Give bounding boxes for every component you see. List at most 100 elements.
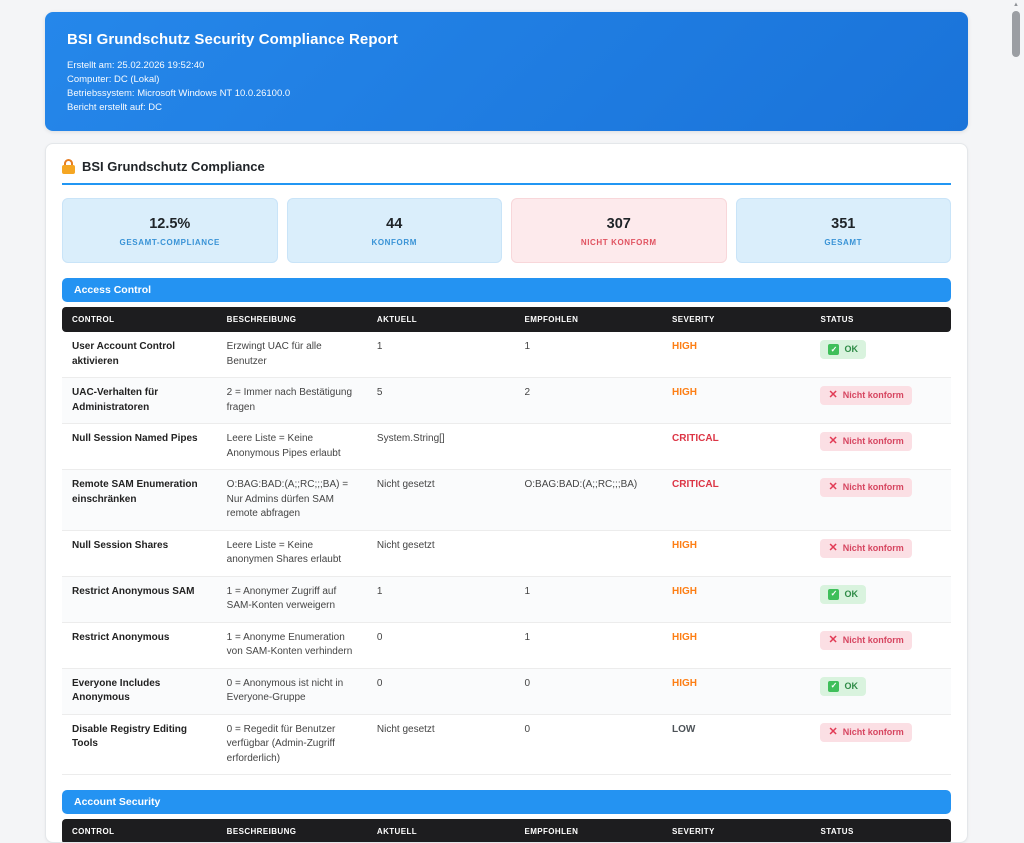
column-header: STATUS: [810, 307, 951, 332]
section-title: Access Control: [62, 278, 951, 302]
table-row: Restrict Anonymous 1 = Anonyme Enumerati…: [62, 623, 951, 669]
cell-empfohlen: 1: [514, 577, 663, 623]
banner-meta-line: Bericht erstellt auf: DC: [67, 102, 163, 113]
cell-aktuell: Nicht gesetzt: [366, 531, 515, 577]
scrollbar-thumb[interactable]: [1012, 11, 1020, 57]
summary-row: 12.5% GESAMT-COMPLIANCE 44 KONFORM 307 N…: [62, 198, 951, 263]
status-label: OK: [844, 680, 858, 691]
cell-beschreibung: 0 = Regedit für Benutzer verfügbar (Admi…: [216, 715, 367, 775]
cell-severity: HIGH: [662, 378, 811, 424]
summary-card: 307 NICHT KONFORM: [511, 198, 727, 263]
table-row: Remote SAM Enumeration einschränken O:BA…: [62, 470, 951, 531]
cell-status: ✕ Nicht konform: [810, 715, 951, 775]
compliance-table: CONTROL BESCHREIBUNG AKTUELL EMPFOHLEN SEVER…: [62, 307, 951, 775]
banner-meta-line: Betriebssystem: Microsoft Windows NT 10.…: [67, 88, 291, 99]
cell-aktuell: 0: [366, 669, 515, 715]
cell-empfohlen: 1: [514, 623, 663, 669]
cell-status: ✕ Nicht konform: [810, 378, 951, 424]
status-badge: ✕ Nicht konform: [820, 478, 912, 498]
status-label: OK: [844, 588, 858, 599]
column-header: STATUS: [810, 819, 951, 842]
report-heading: BSI Grundschutz Compliance: [62, 159, 951, 185]
status-badge: ✓ OK: [820, 584, 866, 604]
cell-empfohlen: 0: [514, 715, 663, 775]
table-header-row: CONTROL BESCHREIBUNG AKTUELL EMPFOHLEN SEVER…: [62, 307, 951, 332]
table-row: Restrict Anonymous SAM 1 = Anonymer Zugr…: [62, 576, 951, 623]
cell-aktuell: Nicht gesetzt: [366, 715, 515, 775]
section-title: Account Security: [62, 790, 951, 814]
summary-card: 351 GESAMT: [735, 198, 951, 263]
lock-icon: [62, 159, 75, 174]
status-badge: ✕ Nicht konform: [820, 722, 912, 742]
cell-empfohlen: 1: [514, 332, 663, 378]
table-row: Everyone Includes Anonymous 0 = Anonymou…: [62, 668, 951, 715]
summary-label: KONFORM: [371, 238, 418, 247]
page: BSI Grundschutz Security Compliance Repo…: [45, 12, 968, 843]
cell-control: Disable Registry Editing Tools: [62, 715, 217, 775]
banner-meta-line: Erstellt am: 25.02.2026 19:52:40: [67, 60, 205, 71]
column-header: SEVERITY: [662, 819, 811, 842]
cell-beschreibung: Leere Liste = Keine anonymen Shares erla…: [216, 531, 367, 577]
cell-empfohlen: 2: [514, 378, 663, 424]
table-row: Null Session Named Pipes Leere Liste = K…: [62, 424, 951, 470]
cross-icon: ✕: [828, 435, 838, 448]
cell-control: Restrict Anonymous: [62, 623, 217, 669]
cell-beschreibung: 2 = Immer nach Bestätigung fragen: [216, 378, 367, 424]
report-banner: BSI Grundschutz Security Compliance Repo…: [45, 12, 968, 131]
scrollbar[interactable]: ▲: [1010, 0, 1022, 817]
summary-label: GESAMT: [824, 238, 863, 247]
cell-empfohlen: [514, 424, 663, 470]
cell-empfohlen: O:BAG:BAD:(A;;RC;;;BA): [514, 470, 663, 531]
scrollbar-up-arrow[interactable]: ▲: [1013, 2, 1019, 8]
cell-status: ✕ Nicht konform: [810, 470, 951, 531]
summary-value: 12.5%: [149, 216, 191, 232]
cell-severity: HIGH: [662, 623, 811, 669]
cell-beschreibung: 1 = Anonymer Zugriff auf SAM-Konten verw…: [216, 577, 367, 623]
status-badge: ✓ OK: [820, 340, 866, 360]
status-badge: ✕ Nicht konform: [820, 386, 912, 406]
cell-aktuell: 5: [366, 378, 515, 424]
cell-aktuell: 1: [366, 577, 515, 623]
compliance-table: CONTROL BESCHREIBUNG AKTUELL EMPFOHLEN SEVER…: [62, 819, 951, 842]
cross-icon: ✕: [828, 725, 838, 738]
summary-label: GESAMT-COMPLIANCE: [119, 238, 220, 247]
column-header: SEVERITY: [662, 307, 811, 332]
cell-aktuell: 0: [366, 623, 515, 669]
cell-beschreibung: O:BAG:BAD:(A;;RC;;;BA) = Nur Admins dürf…: [216, 470, 367, 531]
summary-value: 307: [606, 216, 631, 232]
status-label: OK: [844, 344, 858, 354]
summary-value: 44: [386, 216, 403, 232]
banner-title: BSI Grundschutz Security Compliance Repo…: [67, 31, 398, 48]
cell-aktuell: System.String[]: [366, 424, 515, 470]
cell-aktuell: Nicht gesetzt: [366, 470, 515, 531]
cross-icon: ✕: [828, 633, 838, 646]
check-icon: ✓: [828, 680, 840, 692]
status-badge: ✕ Nicht konform: [820, 538, 912, 558]
status-label: Nicht konform: [842, 542, 904, 553]
cell-status: ✕ Nicht konform: [810, 623, 951, 669]
report-card: BSI Grundschutz Compliance 12.5% GESAMT-…: [45, 143, 968, 843]
cell-beschreibung: Leere Liste = Keine Anonymous Pipes erla…: [216, 424, 367, 470]
table-row: User Account Control aktivieren Erzwingt…: [62, 332, 951, 378]
cell-control: Restrict Anonymous SAM: [62, 577, 217, 623]
column-header: EMPFOHLEN: [514, 307, 663, 332]
cell-severity: HIGH: [662, 669, 811, 715]
column-header: BESCHREIBUNG: [216, 819, 367, 842]
status-badge: ✕ Nicht konform: [820, 630, 912, 650]
cell-severity: CRITICAL: [662, 470, 811, 531]
cell-status: ✓ OK: [810, 577, 951, 623]
cell-empfohlen: 0: [514, 669, 663, 715]
sections-container: Access Control CONTROL BESCHREIBUNG AKTUEL…: [62, 278, 951, 842]
table-row: Null Session Shares Leere Liste = Keine …: [62, 531, 951, 577]
table-header-row: CONTROL BESCHREIBUNG AKTUELL EMPFOHLEN SEVER…: [62, 819, 951, 842]
summary-card: 12.5% GESAMT-COMPLIANCE: [62, 198, 278, 263]
cell-control: Null Session Shares: [62, 531, 217, 577]
check-icon: ✓: [828, 344, 840, 356]
cell-beschreibung: 1 = Anonyme Enumeration von SAM-Konten v…: [216, 623, 367, 669]
status-badge: ✕ Nicht konform: [820, 432, 912, 452]
column-header: EMPFOHLEN: [514, 819, 663, 842]
cell-severity: CRITICAL: [662, 424, 811, 470]
cell-empfohlen: [514, 531, 663, 577]
column-header: AKTUELL: [366, 819, 515, 842]
cross-icon: ✕: [828, 389, 838, 402]
